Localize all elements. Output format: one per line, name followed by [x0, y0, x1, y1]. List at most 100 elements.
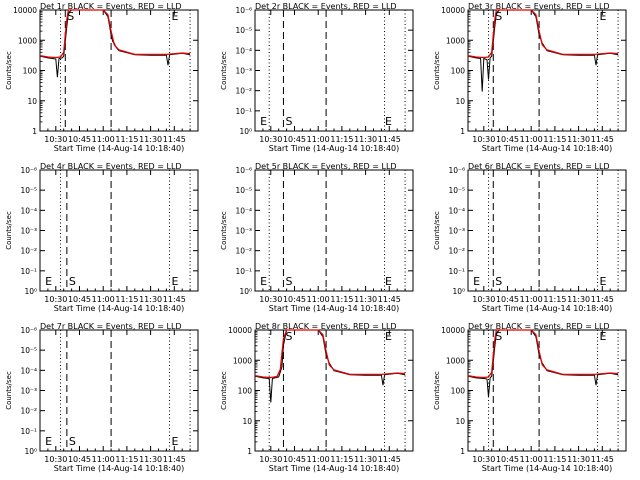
panel-title: Det 3r BLACK = Events, RED = LLD — [468, 2, 610, 11]
plot-frame — [39, 329, 199, 452]
marker-label-e: E — [260, 275, 267, 288]
y-tick-label: 10⁰ — [452, 287, 465, 296]
y-tick-label: 10⁻² — [20, 407, 37, 416]
panel-1: 10:30 10:45 11:00 11:15 11:30 11:45 1 10 100 1000… — [5, 2, 199, 153]
y-tick-label: 10⁻¹ — [448, 267, 465, 276]
y-tick-label: 10000 — [228, 326, 252, 335]
panel-title: Det 7r BLACK = Events, RED = LLD — [40, 322, 182, 331]
x-tick-label: 11:30 — [139, 295, 162, 304]
x-tick-label: 10:30 — [44, 135, 67, 144]
x-axis-label: Start Time (14-Aug-14 10:18:40) — [54, 304, 185, 313]
x-tick-label: 11:45 — [163, 455, 186, 464]
y-tick-label: 10⁻¹ — [20, 427, 37, 436]
y-tick-label: 10⁻³ — [235, 67, 252, 76]
marker-label-e: E — [45, 435, 52, 448]
plot-frame — [39, 9, 199, 132]
marker-label-e: E — [260, 115, 267, 128]
marker-label-e: E — [45, 275, 52, 288]
y-tick-label: 10⁻³ — [448, 227, 465, 236]
panel-title: Det 5r BLACK = Events, RED = LLD — [255, 162, 397, 171]
y-tick-label: 1 — [460, 447, 465, 456]
y-axis-label: Counts/sec — [433, 371, 441, 410]
y-tick-label: 10⁻³ — [20, 227, 37, 236]
x-tick-label: 10:45 — [496, 135, 519, 144]
panel-title: Det 8r BLACK = Events, RED = LLD — [255, 322, 397, 331]
y-axis-label: Counts/sec — [220, 371, 228, 410]
plot-frame — [467, 9, 627, 132]
y-axis-label: Counts/sec — [5, 211, 13, 250]
y-tick-label: 10⁻² — [235, 87, 252, 96]
plot-frame — [467, 169, 627, 292]
y-axis-label: Counts/sec — [220, 51, 228, 90]
marker-label-e: E — [600, 330, 607, 343]
panel-7: 10:30 10:45 11:00 11:15 11:30 11:45 10⁰ 10⁻¹ 10⁻… — [5, 322, 199, 473]
x-axis-label: Start Time (14-Aug-14 10:18:40) — [482, 304, 613, 313]
y-tick-label: 1 — [460, 127, 465, 136]
x-tick-label: 11:15 — [115, 295, 138, 304]
y-tick-label: 100 — [451, 387, 466, 396]
panel-title: Det 6r BLACK = Events, RED = LLD — [468, 162, 610, 171]
y-tick-label: 1000 — [18, 36, 37, 45]
x-axis-label: Start Time (14-Aug-14 10:18:40) — [269, 144, 400, 153]
x-axis-label: Start Time (14-Aug-14 10:18:40) — [54, 464, 185, 473]
x-tick-label: 11:00 — [92, 455, 115, 464]
x-tick-label: 11:00 — [520, 135, 543, 144]
panel-title: Det 1r BLACK = Events, RED = LLD — [40, 2, 182, 11]
y-tick-label: 10000 — [441, 326, 465, 335]
y-tick-label: 10⁻¹ — [235, 267, 252, 276]
panel-title: Det 2r BLACK = Events, RED = LLD — [255, 2, 397, 11]
panel-4: 10:30 10:45 11:00 11:15 11:30 11:45 10⁰ 10⁻¹ 10⁻… — [5, 162, 199, 313]
y-tick-label: 10 — [27, 97, 37, 106]
y-tick-label: 10 — [455, 417, 465, 426]
marker-label-s: S — [495, 10, 502, 23]
x-tick-label: 11:30 — [567, 455, 590, 464]
x-tick-label: 10:30 — [259, 135, 282, 144]
y-axis-label: Counts/sec — [5, 371, 13, 410]
panel-title: Det 4r BLACK = Events, RED = LLD — [40, 162, 182, 171]
marker-label-s: S — [285, 330, 292, 343]
y-axis-label: Counts/sec — [433, 211, 441, 250]
y-tick-label: 10⁻¹ — [20, 267, 37, 276]
x-tick-label: 11:45 — [378, 135, 401, 144]
y-tick-label: 10⁻⁴ — [20, 206, 37, 215]
y-axis-label: Counts/sec — [220, 211, 228, 250]
x-tick-label: 10:45 — [68, 295, 91, 304]
x-tick-label: 10:45 — [496, 295, 519, 304]
y-tick-label: 10⁻² — [448, 247, 465, 256]
x-tick-label: 11:15 — [115, 455, 138, 464]
marker-label-e: E — [385, 275, 392, 288]
series-events-line — [39, 9, 191, 78]
marker-label-e: E — [385, 115, 392, 128]
y-axis-label: Counts/sec — [433, 51, 441, 90]
x-tick-label: 11:00 — [307, 135, 330, 144]
x-tick-label: 11:15 — [330, 295, 353, 304]
x-tick-label: 10:45 — [68, 455, 91, 464]
marker-label-e: E — [172, 435, 179, 448]
x-tick-label: 11:00 — [307, 295, 330, 304]
x-tick-label: 11:45 — [163, 295, 186, 304]
x-tick-label: 10:30 — [259, 295, 282, 304]
x-tick-label: 10:30 — [472, 295, 495, 304]
x-axis-label: Start Time (14-Aug-14 10:18:40) — [269, 464, 400, 473]
x-axis-label: Start Time (14-Aug-14 10:18:40) — [54, 144, 185, 153]
marker-label-e: E — [172, 275, 179, 288]
y-tick-label: 10 — [455, 97, 465, 106]
x-tick-label: 11:00 — [307, 455, 330, 464]
marker-label-e: E — [385, 330, 392, 343]
series-lld-line — [39, 9, 191, 59]
y-tick-label: 10 — [242, 417, 252, 426]
x-tick-label: 11:00 — [92, 295, 115, 304]
panel-9: 10:30 10:45 11:00 11:15 11:30 11:45 1 10 100 1000… — [433, 322, 627, 473]
x-tick-label: 11:15 — [115, 135, 138, 144]
marker-label-e: E — [600, 275, 607, 288]
y-tick-label: 10⁻⁶ — [448, 166, 465, 175]
y-tick-label: 10⁻⁴ — [448, 206, 465, 215]
y-axis-label: Counts/sec — [5, 51, 13, 90]
y-tick-label: 10⁻³ — [20, 387, 37, 396]
x-tick-label: 10:30 — [44, 455, 67, 464]
y-tick-label: 1 — [32, 127, 37, 136]
y-tick-label: 1 — [247, 447, 252, 456]
y-tick-label: 1000 — [233, 356, 252, 365]
marker-label-s: S — [285, 275, 292, 288]
